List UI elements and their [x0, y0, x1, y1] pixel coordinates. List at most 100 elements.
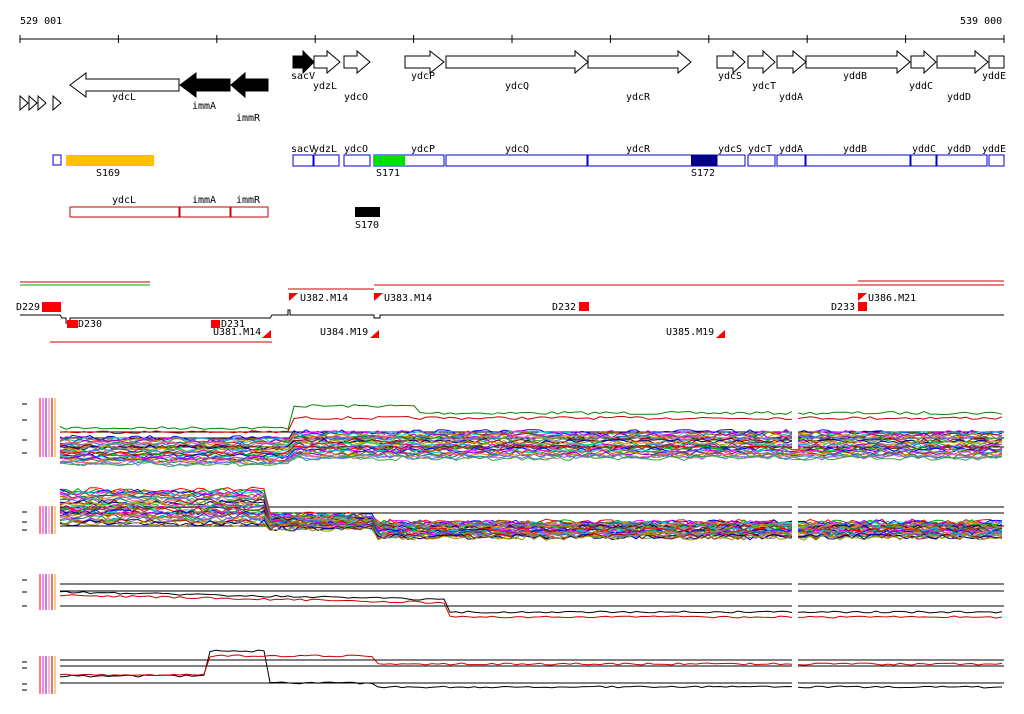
- gene-labels: ydcL immA immR sacV ydzL ydcO ydcP ydcQ …: [112, 71, 1006, 124]
- operon-box[interactable]: [936, 154, 988, 167]
- gene-immR-arrow[interactable]: [230, 71, 269, 99]
- gene-label: ydcQ: [505, 81, 529, 92]
- segment-S169[interactable]: [66, 155, 154, 166]
- tu-marker[interactable]: [716, 330, 725, 338]
- gene-yddA-arrow[interactable]: [776, 49, 807, 75]
- ruler-start-label: 529 001: [20, 16, 62, 27]
- segment-S170[interactable]: [355, 207, 380, 217]
- operon-box[interactable]: [52, 154, 62, 166]
- operon-box[interactable]: [313, 154, 340, 167]
- segment-track: S169 S171 S172 S170: [66, 155, 717, 231]
- expression-panel-3: [22, 565, 1004, 625]
- operon-box[interactable]: [179, 206, 231, 218]
- operon-box[interactable]: [910, 154, 937, 167]
- gene-label: ydzL: [313, 81, 337, 92]
- tu-label: D231: [221, 319, 245, 330]
- operon-label: ydcT: [748, 144, 772, 155]
- segment-label: S172: [691, 168, 715, 179]
- gene-label: sacV: [291, 71, 315, 82]
- tu-label: U386.M21: [868, 293, 916, 304]
- operon-box[interactable]: [988, 154, 1005, 167]
- expression-panel-1: [22, 389, 1004, 468]
- tu-label: U381.M14: [213, 327, 261, 338]
- expression-panel-4: [22, 647, 1004, 707]
- ruler-end-label: 539 000: [960, 16, 1002, 27]
- forward-operon-track: [52, 154, 1005, 167]
- tu-marker[interactable]: [211, 320, 220, 328]
- operon-box[interactable]: [343, 154, 371, 167]
- tu-marker[interactable]: [370, 330, 379, 338]
- gene-yddB-arrow[interactable]: [805, 49, 911, 75]
- tu-label: U385.M19: [666, 327, 714, 338]
- transcription-unit-track: D229 D230 D231 D232 D233 U381.M14 U382.M…: [16, 280, 1004, 343]
- gene-ydzL-arrow[interactable]: [313, 49, 341, 75]
- gene-label: immA: [192, 101, 216, 112]
- gene-ydcO-arrow[interactable]: [343, 49, 371, 75]
- gene-ydcR-arrow[interactable]: [587, 49, 692, 75]
- operon-box[interactable]: [716, 154, 746, 167]
- tu-marker[interactable]: [67, 320, 78, 328]
- tu-label: D230: [78, 319, 102, 330]
- operon-box[interactable]: [805, 154, 911, 167]
- operon-label: yddA: [779, 144, 803, 155]
- tu-marker[interactable]: [289, 293, 298, 301]
- operon-box[interactable]: [747, 154, 776, 167]
- operon-label: ydcS: [718, 144, 742, 155]
- gene-sacV-arrow[interactable]: [292, 49, 315, 75]
- tu-marker[interactable]: [858, 302, 867, 311]
- gene-ydcP-arrow[interactable]: [404, 49, 445, 75]
- coordinate-ruler: 529 001 539 000: [19, 16, 1005, 43]
- segment-S172[interactable]: [691, 155, 717, 166]
- tu-label: D229: [16, 302, 40, 313]
- gene-ydcQ-arrow[interactable]: [445, 49, 589, 75]
- gene-ydcS-arrow[interactable]: [716, 49, 746, 75]
- gene-yddD-arrow[interactable]: [936, 49, 989, 75]
- tu-label: U384.M19: [320, 327, 368, 338]
- gene-label: ydcL: [112, 92, 136, 103]
- operon-box[interactable]: [230, 206, 269, 218]
- gene-label: yddE: [982, 71, 1006, 82]
- operon-label: yddD: [947, 144, 971, 155]
- gene-label: immR: [236, 113, 261, 124]
- operon-label: sacV: [291, 144, 315, 155]
- gene-label: ydcT: [752, 81, 776, 92]
- gene-immA-arrow[interactable]: [179, 72, 231, 98]
- operon-labels: sacV ydzL ydcO ydcP ydcQ ydcR ydcS ydcT …: [291, 144, 1006, 155]
- operon-label: ydzL: [313, 144, 337, 155]
- operon-label: ydcQ: [505, 144, 529, 155]
- gene-ydcL-arrow[interactable]: [69, 72, 180, 98]
- tu-marker[interactable]: [858, 293, 867, 301]
- segment-S171[interactable]: [374, 155, 405, 166]
- gene-label: yddB: [843, 71, 867, 82]
- operon-box[interactable]: [69, 206, 180, 218]
- tu-marker[interactable]: [374, 293, 383, 301]
- tu-marker[interactable]: [262, 330, 271, 338]
- gene-label: yddC: [909, 81, 933, 92]
- gene-label: yddD: [947, 92, 971, 103]
- gene-label: ydcR: [626, 92, 651, 103]
- tu-marker[interactable]: [42, 302, 61, 312]
- operon-box[interactable]: [445, 154, 588, 167]
- operon-box[interactable]: [292, 154, 314, 167]
- gene-yddE-arrow[interactable]: [988, 55, 1005, 69]
- operon-label: yddE: [982, 144, 1006, 155]
- expression-panel-2: [22, 486, 1004, 557]
- operon-label: yddB: [843, 144, 867, 155]
- tu-label: U383.M14: [384, 293, 432, 304]
- gene-label: ydcS: [718, 71, 742, 82]
- gene-yddC-arrow[interactable]: [910, 49, 937, 75]
- tu-label: D233: [831, 302, 855, 313]
- operon-label: ydcP: [411, 144, 435, 155]
- operon-label: immR: [236, 195, 261, 206]
- gene-label: ydcO: [344, 92, 368, 103]
- operon-label: immA: [192, 195, 216, 206]
- segment-label: S170: [355, 220, 379, 231]
- operon-label: ydcR: [626, 144, 651, 155]
- operon-box[interactable]: [776, 154, 806, 167]
- tu-marker[interactable]: [579, 302, 589, 311]
- reverse-operon-track: [69, 206, 269, 218]
- gene-track: [19, 49, 1005, 112]
- gene-ydcT-arrow[interactable]: [747, 49, 776, 75]
- operon-label: yddC: [912, 144, 936, 155]
